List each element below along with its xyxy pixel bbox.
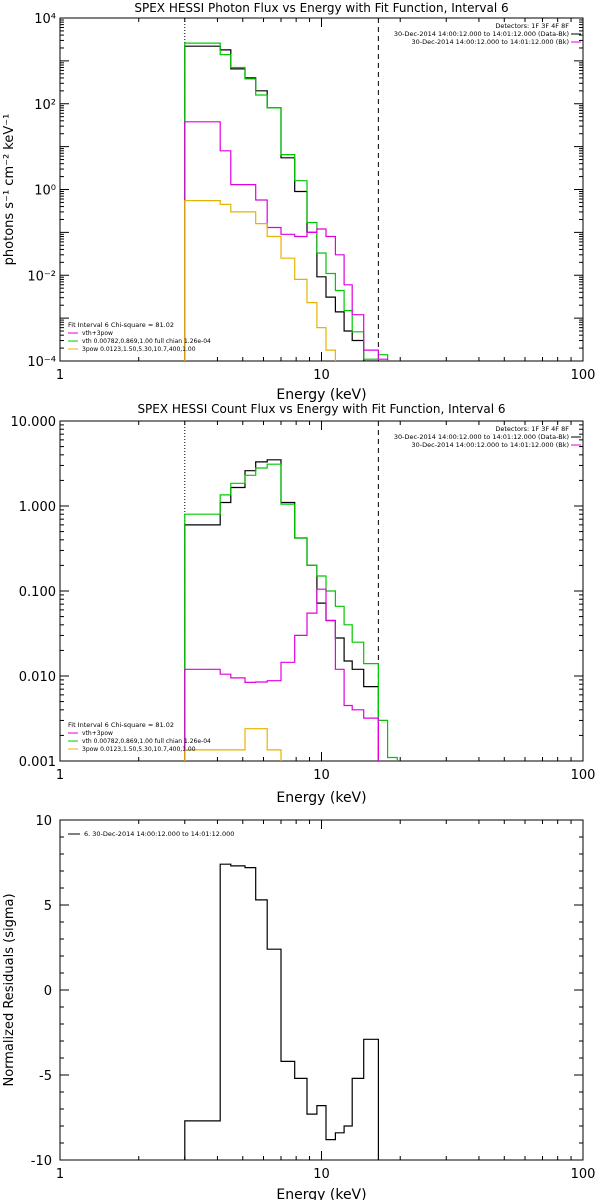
series-vth-3pow [184,463,398,761]
legend-fit-header: Fit Interval 6 Chi-square = 81.02 [68,321,174,329]
x-tick-label: 1 [56,768,64,783]
legend-bk-entry: 30-Dec-2014 14:00:12.000 to 14:01:12.000… [412,441,570,449]
y-tick-label: 0 [44,984,52,999]
residuals-panel: 1 10 100 Energy (keV) -10 -5 0 5 10 Normalized Re… [2,814,595,1200]
count-flux-panel: SPEX HESSI Count Flux vs Energy with Fit… [11,402,596,806]
y-tick-label: 10⁰ [34,184,56,199]
legend-data-entry: 30-Dec-2014 14:00:12.000 to 14:01:12.000… [394,30,569,38]
plot-frame [59,17,584,362]
legend-fit-entry: vth+3pow [82,730,113,737]
y-axis-label: photons s⁻¹ cm⁻² keV⁻¹ [2,114,17,266]
legend-detectors: Detectors: 1F 3F 4F 8F [495,425,569,433]
series-3pow [184,728,282,761]
series-data-bk [184,459,379,761]
y-tick-label: 10⁻² [27,269,56,284]
y-tick-label: 0.001 [19,755,56,770]
legend-interval-entry: 6. 30-Dec-2014 14:00:12.000 to 14:01:12.… [84,830,234,838]
x-tick-label: 10 [313,768,330,783]
x-tick-label: 10 [313,1167,330,1182]
x-axis-label: Energy (keV) [276,1187,366,1200]
y-tick-label: 5 [44,899,52,914]
y-tick-label: 10.000 [11,415,57,430]
y-tick-label: 0.100 [19,585,56,600]
y-tick-label: 10⁴ [34,12,56,27]
series-vth-3pow [184,42,389,361]
legend-fit-header: Fit Interval 6 Chi-square = 81.02 [68,721,174,729]
legend-fit-entry: vth+3pow [82,330,113,337]
legend-fit-entry: vth 0.00782,0.869,1.00 full chian 1.26e-… [82,738,211,745]
legend-fit-entry: 3pow 0.0123,1.50,5.30,10.7,400,1.00 [82,746,196,753]
plot-frame [59,420,584,762]
legend-detectors: Detectors: 1F 3F 4F 8F [495,22,569,30]
series-3pow [184,200,336,361]
legend-bk-entry: 30-Dec-2014 14:00:12.000 to 14:01:12.000… [412,38,570,46]
legend-fit-entry: 3pow 0.0123,1.50,5.30,10.7,400,1.00 [82,346,196,353]
y-axis-label: Normalized Residuals (sigma) [2,893,17,1086]
legend-data-entry: 30-Dec-2014 14:00:12.000 to 14:01:12.000… [394,433,569,441]
chart-title: SPEX HESSI Photon Flux vs Energy with Fi… [134,1,508,15]
y-tick-label: 0.010 [19,670,56,685]
x-tick-label: 1 [56,1167,64,1182]
series-6-30-dec-2014-14-00-12-000-to-14-01-12-000 [184,863,379,1160]
x-axis-label: Energy (keV) [276,387,366,403]
x-tick-label: 10 [313,368,330,383]
y-tick-label: -5 [39,1069,52,1084]
y-tick-label: 10 [35,814,52,829]
legend-fit-entry: vth 0.00782,0.869,1.00 full chian 1.26e-… [82,338,211,345]
chart-title: SPEX HESSI Count Flux vs Energy with Fit… [137,402,505,416]
x-tick-label: 1 [56,368,64,383]
y-tick-label: 10² [34,98,56,113]
x-axis-label: Energy (keV) [276,790,366,806]
series-data-bk [184,45,379,361]
x-tick-label: 100 [571,368,596,383]
x-tick-label: 100 [571,768,596,783]
series-vth [184,121,389,361]
y-tick-label: 10⁻⁴ [27,355,56,370]
series-vth [184,588,379,761]
photon-flux-panel: SPEX HESSI Photon Flux vs Energy with Fi… [2,1,595,403]
y-tick-label: 1.000 [19,500,56,515]
x-tick-label: 100 [571,1167,596,1182]
plot-frame [59,819,584,1161]
y-tick-label: -10 [31,1154,52,1169]
